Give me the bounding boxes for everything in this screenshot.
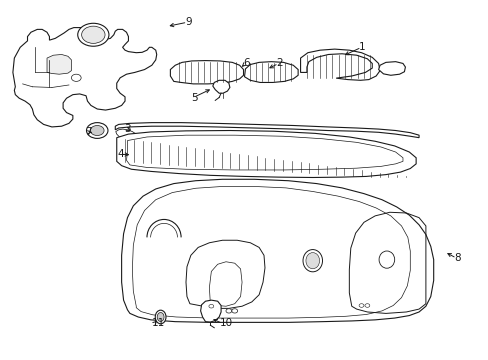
Text: 10: 10 [220,319,233,328]
Circle shape [231,309,237,313]
Ellipse shape [305,253,319,269]
Text: 5: 5 [190,93,197,103]
Circle shape [86,123,108,138]
Text: 4: 4 [118,149,124,159]
Circle shape [78,23,109,46]
Circle shape [81,26,105,43]
Text: 6: 6 [243,58,249,68]
Circle shape [225,309,231,313]
Circle shape [358,304,363,307]
Text: 3: 3 [124,124,130,134]
Circle shape [90,126,104,135]
Text: 2: 2 [276,58,282,68]
Circle shape [364,304,369,307]
Polygon shape [170,60,243,84]
Polygon shape [122,179,433,322]
Polygon shape [200,300,221,322]
Polygon shape [47,54,71,74]
Ellipse shape [157,312,163,321]
Ellipse shape [378,251,394,268]
Text: 9: 9 [184,17,191,27]
Polygon shape [300,49,379,80]
Polygon shape [117,131,415,177]
Polygon shape [244,62,298,82]
Polygon shape [116,129,138,140]
Circle shape [71,74,81,81]
Polygon shape [115,123,418,138]
Ellipse shape [155,310,165,324]
Polygon shape [378,62,405,75]
Polygon shape [13,28,157,127]
Circle shape [208,305,213,308]
Text: 1: 1 [358,42,365,52]
Text: 8: 8 [453,253,460,263]
Polygon shape [212,80,229,93]
Text: 11: 11 [152,319,165,328]
Text: 7: 7 [85,127,91,137]
Ellipse shape [303,249,322,272]
